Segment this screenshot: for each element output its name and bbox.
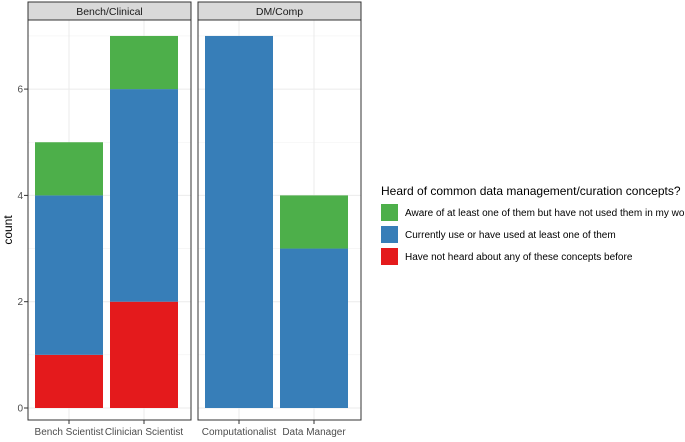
bar-segment xyxy=(280,195,348,249)
x-tick-label: Computationalist xyxy=(202,427,277,438)
bar-segment xyxy=(35,142,103,196)
x-tick-label: Data Manager xyxy=(282,427,346,438)
bar-segment xyxy=(280,248,348,408)
legend-swatch xyxy=(381,204,398,221)
panel-border xyxy=(27,19,192,421)
panel-border xyxy=(197,19,362,421)
legend-label: Have not heard about any of these concep… xyxy=(405,252,633,263)
bar-segment xyxy=(205,35,273,409)
y-tick-label: 4 xyxy=(17,191,23,202)
y-tick-label: 0 xyxy=(17,404,23,415)
y-tick-label: 6 xyxy=(17,85,23,96)
bar-segment xyxy=(35,195,103,355)
legend-label: Aware of at least one of them but have n… xyxy=(405,208,685,219)
y-axis: 0 2 4 6 xyxy=(17,85,28,415)
x-tick-label: Clinician Scientist xyxy=(105,427,184,438)
panel-0: Bench/Clinical Bench Scientist Clinician S… xyxy=(27,1,192,438)
y-axis-title: count xyxy=(1,215,15,245)
y-tick-label: 2 xyxy=(17,297,23,308)
bar-segment xyxy=(110,35,178,90)
legend-label: Currently use or have used at least one … xyxy=(405,230,616,241)
legend-swatch xyxy=(381,226,398,243)
bar-segment xyxy=(110,301,178,408)
legend: Heard of common data management/curation… xyxy=(381,184,685,265)
legend-swatch xyxy=(381,248,398,265)
legend-title: Heard of common data management/curation… xyxy=(381,184,681,198)
bar-segment xyxy=(35,354,103,408)
panel-1: DM/Comp Computationalist Data Manager xyxy=(197,1,362,438)
facet-panels: Bench/Clinical Bench Scientist Clinician S… xyxy=(27,1,362,438)
bar-segment xyxy=(110,89,178,302)
facet-strip-label: DM/Comp xyxy=(256,6,303,18)
facet-strip-label: Bench/Clinical xyxy=(76,6,143,18)
x-tick-label: Bench Scientist xyxy=(35,427,104,438)
